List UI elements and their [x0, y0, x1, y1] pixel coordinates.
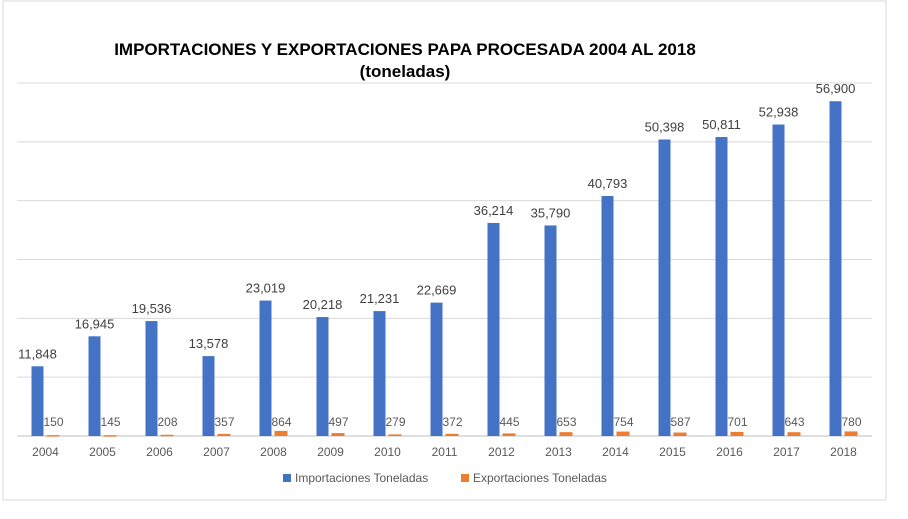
data-label-exportaciones: 643 — [784, 415, 804, 429]
data-label-exportaciones: 357 — [214, 415, 234, 429]
legend-swatch-exportaciones — [461, 474, 469, 482]
data-label-importaciones: 40,793 — [588, 176, 628, 191]
bar-exportaciones — [388, 434, 402, 436]
data-label-importaciones: 19,536 — [132, 301, 172, 316]
chart-title: IMPORTACIONES Y EXPORTACIONES PAPA PROCE… — [114, 40, 696, 59]
bar-exportaciones — [559, 432, 573, 436]
data-label-exportaciones: 780 — [841, 415, 861, 429]
bar-exportaciones — [673, 432, 687, 436]
data-label-importaciones: 35,790 — [531, 205, 571, 220]
bar-exportaciones — [217, 433, 231, 436]
x-tick-label: 2015 — [659, 445, 686, 459]
bar-exportaciones — [787, 432, 801, 436]
data-label-importaciones: 13,578 — [189, 336, 229, 351]
bar-importaciones — [373, 311, 386, 436]
bar-importaciones — [829, 101, 842, 436]
x-tick-label: 2008 — [260, 445, 287, 459]
x-tick-label: 2012 — [488, 445, 515, 459]
x-tick-label: 2006 — [146, 445, 173, 459]
data-label-importaciones: 52,938 — [759, 105, 799, 120]
data-label-importaciones: 22,669 — [417, 283, 457, 298]
legend: Importaciones Toneladas Exportaciones To… — [283, 471, 607, 485]
bar-exportaciones — [103, 435, 117, 437]
bar-exportaciones — [46, 435, 60, 437]
data-label-exportaciones: 445 — [499, 415, 519, 429]
x-tick-label: 2013 — [545, 445, 572, 459]
bar-importaciones — [715, 137, 728, 436]
x-tick-label: 2007 — [203, 445, 230, 459]
x-tick-label: 2018 — [830, 445, 857, 459]
bar-importaciones — [31, 366, 44, 436]
data-label-importaciones: 50,398 — [645, 119, 685, 134]
bar-exportaciones — [445, 433, 459, 436]
data-label-exportaciones: 145 — [100, 415, 120, 429]
data-label-exportaciones: 372 — [442, 415, 462, 429]
data-label-exportaciones: 587 — [670, 415, 690, 429]
bar-importaciones — [316, 317, 329, 436]
bar-exportaciones — [730, 431, 744, 436]
x-tick-label: 2005 — [89, 445, 116, 459]
legend-label-exportaciones: Exportaciones Toneladas — [473, 471, 607, 485]
data-label-exportaciones: 150 — [43, 415, 63, 429]
bar-importaciones — [202, 356, 215, 436]
bar-importaciones — [772, 124, 785, 437]
x-tick-label: 2010 — [374, 445, 401, 459]
legend-label-importaciones: Importaciones Toneladas — [295, 471, 428, 485]
legend-swatch-importaciones — [283, 474, 291, 482]
data-label-exportaciones: 279 — [385, 415, 405, 429]
bar-importaciones — [88, 336, 101, 436]
data-label-importaciones: 23,019 — [246, 281, 286, 296]
bar-exportaciones — [331, 433, 345, 436]
data-label-exportaciones: 701 — [727, 415, 747, 429]
data-label-importaciones: 50,811 — [702, 117, 741, 132]
data-label-exportaciones: 754 — [613, 415, 633, 429]
data-label-importaciones: 21,231 — [360, 291, 400, 306]
bar-exportaciones — [844, 431, 858, 436]
data-label-exportaciones: 497 — [328, 415, 348, 429]
bar-importaciones — [259, 300, 272, 436]
data-label-importaciones: 16,945 — [75, 316, 115, 331]
data-label-exportaciones: 208 — [157, 415, 177, 429]
x-tick-label: 2004 — [32, 445, 59, 459]
bar-exportaciones — [274, 430, 288, 436]
x-tick-label: 2011 — [432, 445, 458, 459]
bar-importaciones — [487, 222, 500, 436]
bar-importaciones — [145, 321, 158, 436]
data-label-importaciones: 20,218 — [303, 297, 343, 312]
bar-importaciones — [601, 196, 614, 436]
data-label-importaciones: 11,848 — [18, 346, 57, 361]
data-label-exportaciones: 864 — [271, 415, 291, 429]
data-label-exportaciones: 653 — [556, 415, 576, 429]
bar-exportaciones — [160, 434, 174, 437]
x-tick-label: 2016 — [716, 445, 743, 459]
x-tick-label: 2017 — [773, 445, 800, 459]
bar-importaciones — [544, 225, 557, 436]
chart-subtitle: (toneladas) — [360, 62, 451, 81]
bar-exportaciones — [502, 433, 516, 436]
bar-exportaciones — [616, 431, 630, 436]
bar-importaciones — [658, 139, 671, 436]
data-label-importaciones: 36,214 — [474, 203, 514, 218]
x-tick-label: 2014 — [602, 445, 629, 459]
x-tick-label: 2009 — [317, 445, 344, 459]
bar-importaciones — [430, 302, 443, 436]
data-label-importaciones: 56,900 — [816, 81, 856, 96]
